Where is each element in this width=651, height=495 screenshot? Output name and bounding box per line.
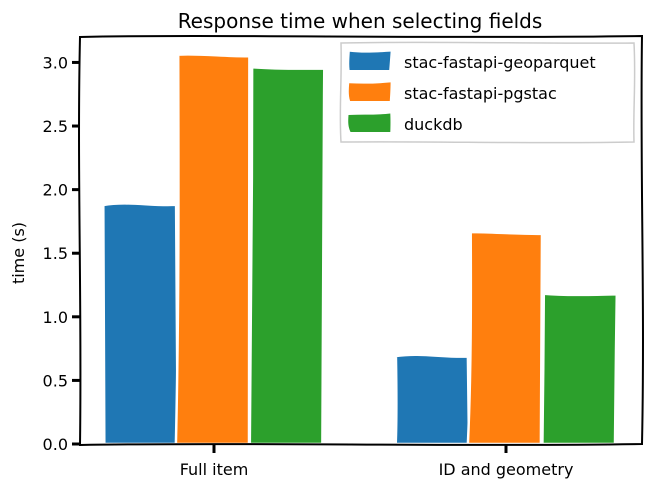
legend-label: stac-fastapi-pgstac bbox=[404, 84, 557, 103]
x-tick-label: Full item bbox=[180, 460, 249, 479]
y-tick-label: 2.5 bbox=[43, 117, 68, 136]
chart-title: Response time when selecting fields bbox=[178, 9, 543, 33]
bars-group bbox=[102, 53, 619, 446]
bar-duckdb-id-and-geometry bbox=[541, 292, 619, 446]
legend-swatch bbox=[348, 113, 391, 132]
x-axis-ticks: Full item ID and geometry bbox=[180, 444, 574, 479]
bar-stac-fastapi-geoparquet-id-and-geometry bbox=[394, 353, 471, 446]
y-axis-label: time (s) bbox=[9, 222, 28, 284]
y-axis-ticks: 0.0 0.5 1.0 1.5 2.0 2.5 3.0 bbox=[43, 53, 80, 454]
legend-swatch bbox=[348, 82, 391, 101]
y-tick-label: 1.0 bbox=[43, 308, 68, 327]
x-tick-label: ID and geometry bbox=[439, 460, 574, 479]
y-tick-label: 3.0 bbox=[43, 53, 68, 72]
bar-duckdb-full-item bbox=[248, 65, 326, 446]
bar-stac-fastapi-pgstac-id-and-geometry bbox=[466, 230, 544, 446]
y-tick-label: 2.0 bbox=[43, 181, 68, 200]
y-tick-label: 0.0 bbox=[43, 435, 68, 454]
y-tick-label: 0.5 bbox=[43, 371, 68, 390]
legend-box bbox=[339, 41, 636, 144]
plot-frame bbox=[78, 34, 644, 447]
legend-label: stac-fastapi-geoparquet bbox=[404, 53, 596, 72]
y-tick-label: 1.5 bbox=[43, 244, 68, 263]
legend-label: duckdb bbox=[404, 115, 463, 134]
bar-stac-fastapi-pgstac-full-item bbox=[174, 53, 251, 446]
legend: stac-fastapi-geoparquet stac-fastapi-pgst… bbox=[339, 41, 636, 144]
bar-stac-fastapi-geoparquet-full-item bbox=[102, 202, 179, 446]
legend-swatch bbox=[349, 51, 391, 70]
